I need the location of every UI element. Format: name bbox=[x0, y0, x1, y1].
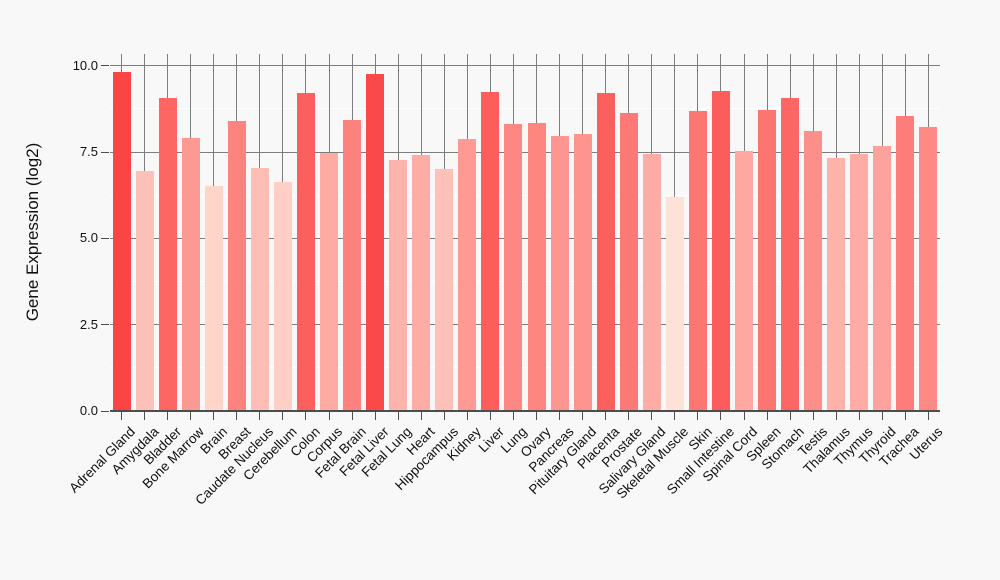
x-tick-mark bbox=[121, 411, 123, 420]
bar bbox=[850, 153, 869, 411]
x-tick-mark bbox=[835, 411, 837, 420]
y-tick-label: 0.0 bbox=[79, 403, 98, 418]
x-tick-mark bbox=[628, 411, 630, 420]
bar bbox=[158, 97, 177, 411]
x-tick-mark bbox=[697, 411, 699, 420]
y-tick-label: 5.0 bbox=[79, 230, 98, 246]
x-tick-mark bbox=[443, 411, 445, 420]
x-tick-mark bbox=[605, 411, 607, 420]
minor-gridline bbox=[110, 281, 940, 283]
x-tick-mark bbox=[351, 411, 353, 420]
x-tick-mark bbox=[374, 411, 376, 420]
bar bbox=[320, 152, 339, 411]
bar bbox=[250, 168, 269, 411]
bar bbox=[873, 145, 892, 411]
major-gridline bbox=[110, 65, 940, 67]
bar bbox=[619, 113, 638, 411]
bar bbox=[481, 91, 500, 411]
bar bbox=[919, 126, 938, 411]
x-tick-mark bbox=[397, 411, 399, 420]
bar bbox=[273, 181, 292, 411]
bar bbox=[804, 131, 823, 411]
bar bbox=[735, 150, 754, 411]
x-tick-mark bbox=[466, 411, 468, 420]
bar bbox=[665, 196, 684, 411]
bar bbox=[711, 91, 730, 411]
x-tick-mark bbox=[489, 411, 491, 420]
bar bbox=[550, 136, 569, 411]
bar bbox=[458, 139, 477, 411]
y-tick-mark bbox=[101, 324, 109, 326]
bar bbox=[296, 93, 315, 411]
bar bbox=[135, 170, 154, 411]
y-tick-label: 7.5 bbox=[79, 144, 98, 160]
x-tick-mark bbox=[651, 411, 653, 420]
x-tick-mark bbox=[858, 411, 860, 420]
x-tick-mark bbox=[789, 411, 791, 420]
x-tick-mark bbox=[282, 411, 284, 420]
x-tick-mark bbox=[167, 411, 169, 420]
y-tick-label: 10.0 bbox=[72, 57, 98, 73]
bar bbox=[435, 169, 454, 411]
x-tick-mark bbox=[582, 411, 584, 420]
major-gridline bbox=[110, 151, 940, 153]
bar bbox=[781, 98, 800, 411]
bar bbox=[112, 71, 131, 411]
x-tick-mark bbox=[328, 411, 330, 420]
y-tick-mark bbox=[101, 237, 109, 239]
minor-gridline bbox=[110, 108, 940, 110]
bar bbox=[227, 120, 246, 411]
x-tick-mark bbox=[812, 411, 814, 420]
bar bbox=[642, 153, 661, 411]
bar bbox=[389, 160, 408, 411]
bar bbox=[596, 93, 615, 411]
x-tick-mark bbox=[213, 411, 215, 420]
plot-area: Adrenal Gland Amygdala Bladder Bone Marrow B… bbox=[66, 54, 945, 508]
y-tick-mark bbox=[101, 151, 109, 153]
bar bbox=[896, 116, 915, 411]
x-tick-mark bbox=[674, 411, 676, 420]
x-tick-mark bbox=[512, 411, 514, 420]
bar bbox=[204, 185, 223, 411]
x-tick-mark bbox=[559, 411, 561, 420]
y-tick-label: 2.5 bbox=[79, 316, 98, 332]
x-tick-mark bbox=[720, 411, 722, 420]
y-tick-mark bbox=[101, 65, 109, 67]
x-tick-mark bbox=[259, 411, 261, 420]
bar bbox=[527, 123, 546, 411]
bar bbox=[827, 158, 846, 411]
minor-gridline bbox=[110, 194, 940, 196]
x-tick-mark bbox=[190, 411, 192, 420]
minor-gridline bbox=[110, 367, 940, 369]
bar bbox=[688, 110, 707, 411]
bar bbox=[504, 124, 523, 411]
bar bbox=[181, 138, 200, 411]
bar bbox=[412, 154, 431, 411]
bar bbox=[366, 74, 385, 411]
major-gridline bbox=[110, 324, 940, 326]
x-tick-mark bbox=[904, 411, 906, 420]
x-tick-mark bbox=[305, 411, 307, 420]
x-tick-mark bbox=[743, 411, 745, 420]
bar bbox=[758, 109, 777, 411]
x-tick-mark bbox=[927, 411, 929, 420]
x-tick-mark bbox=[766, 411, 768, 420]
x-axis-line bbox=[110, 410, 940, 412]
x-tick-mark bbox=[420, 411, 422, 420]
x-tick-mark bbox=[881, 411, 883, 420]
major-gridline bbox=[110, 237, 940, 239]
y-tick-mark bbox=[101, 410, 109, 412]
bar bbox=[573, 134, 592, 411]
bar bbox=[343, 119, 362, 411]
x-tick-mark bbox=[536, 411, 538, 420]
x-tick-mark bbox=[144, 411, 146, 420]
x-tick-mark bbox=[236, 411, 238, 420]
